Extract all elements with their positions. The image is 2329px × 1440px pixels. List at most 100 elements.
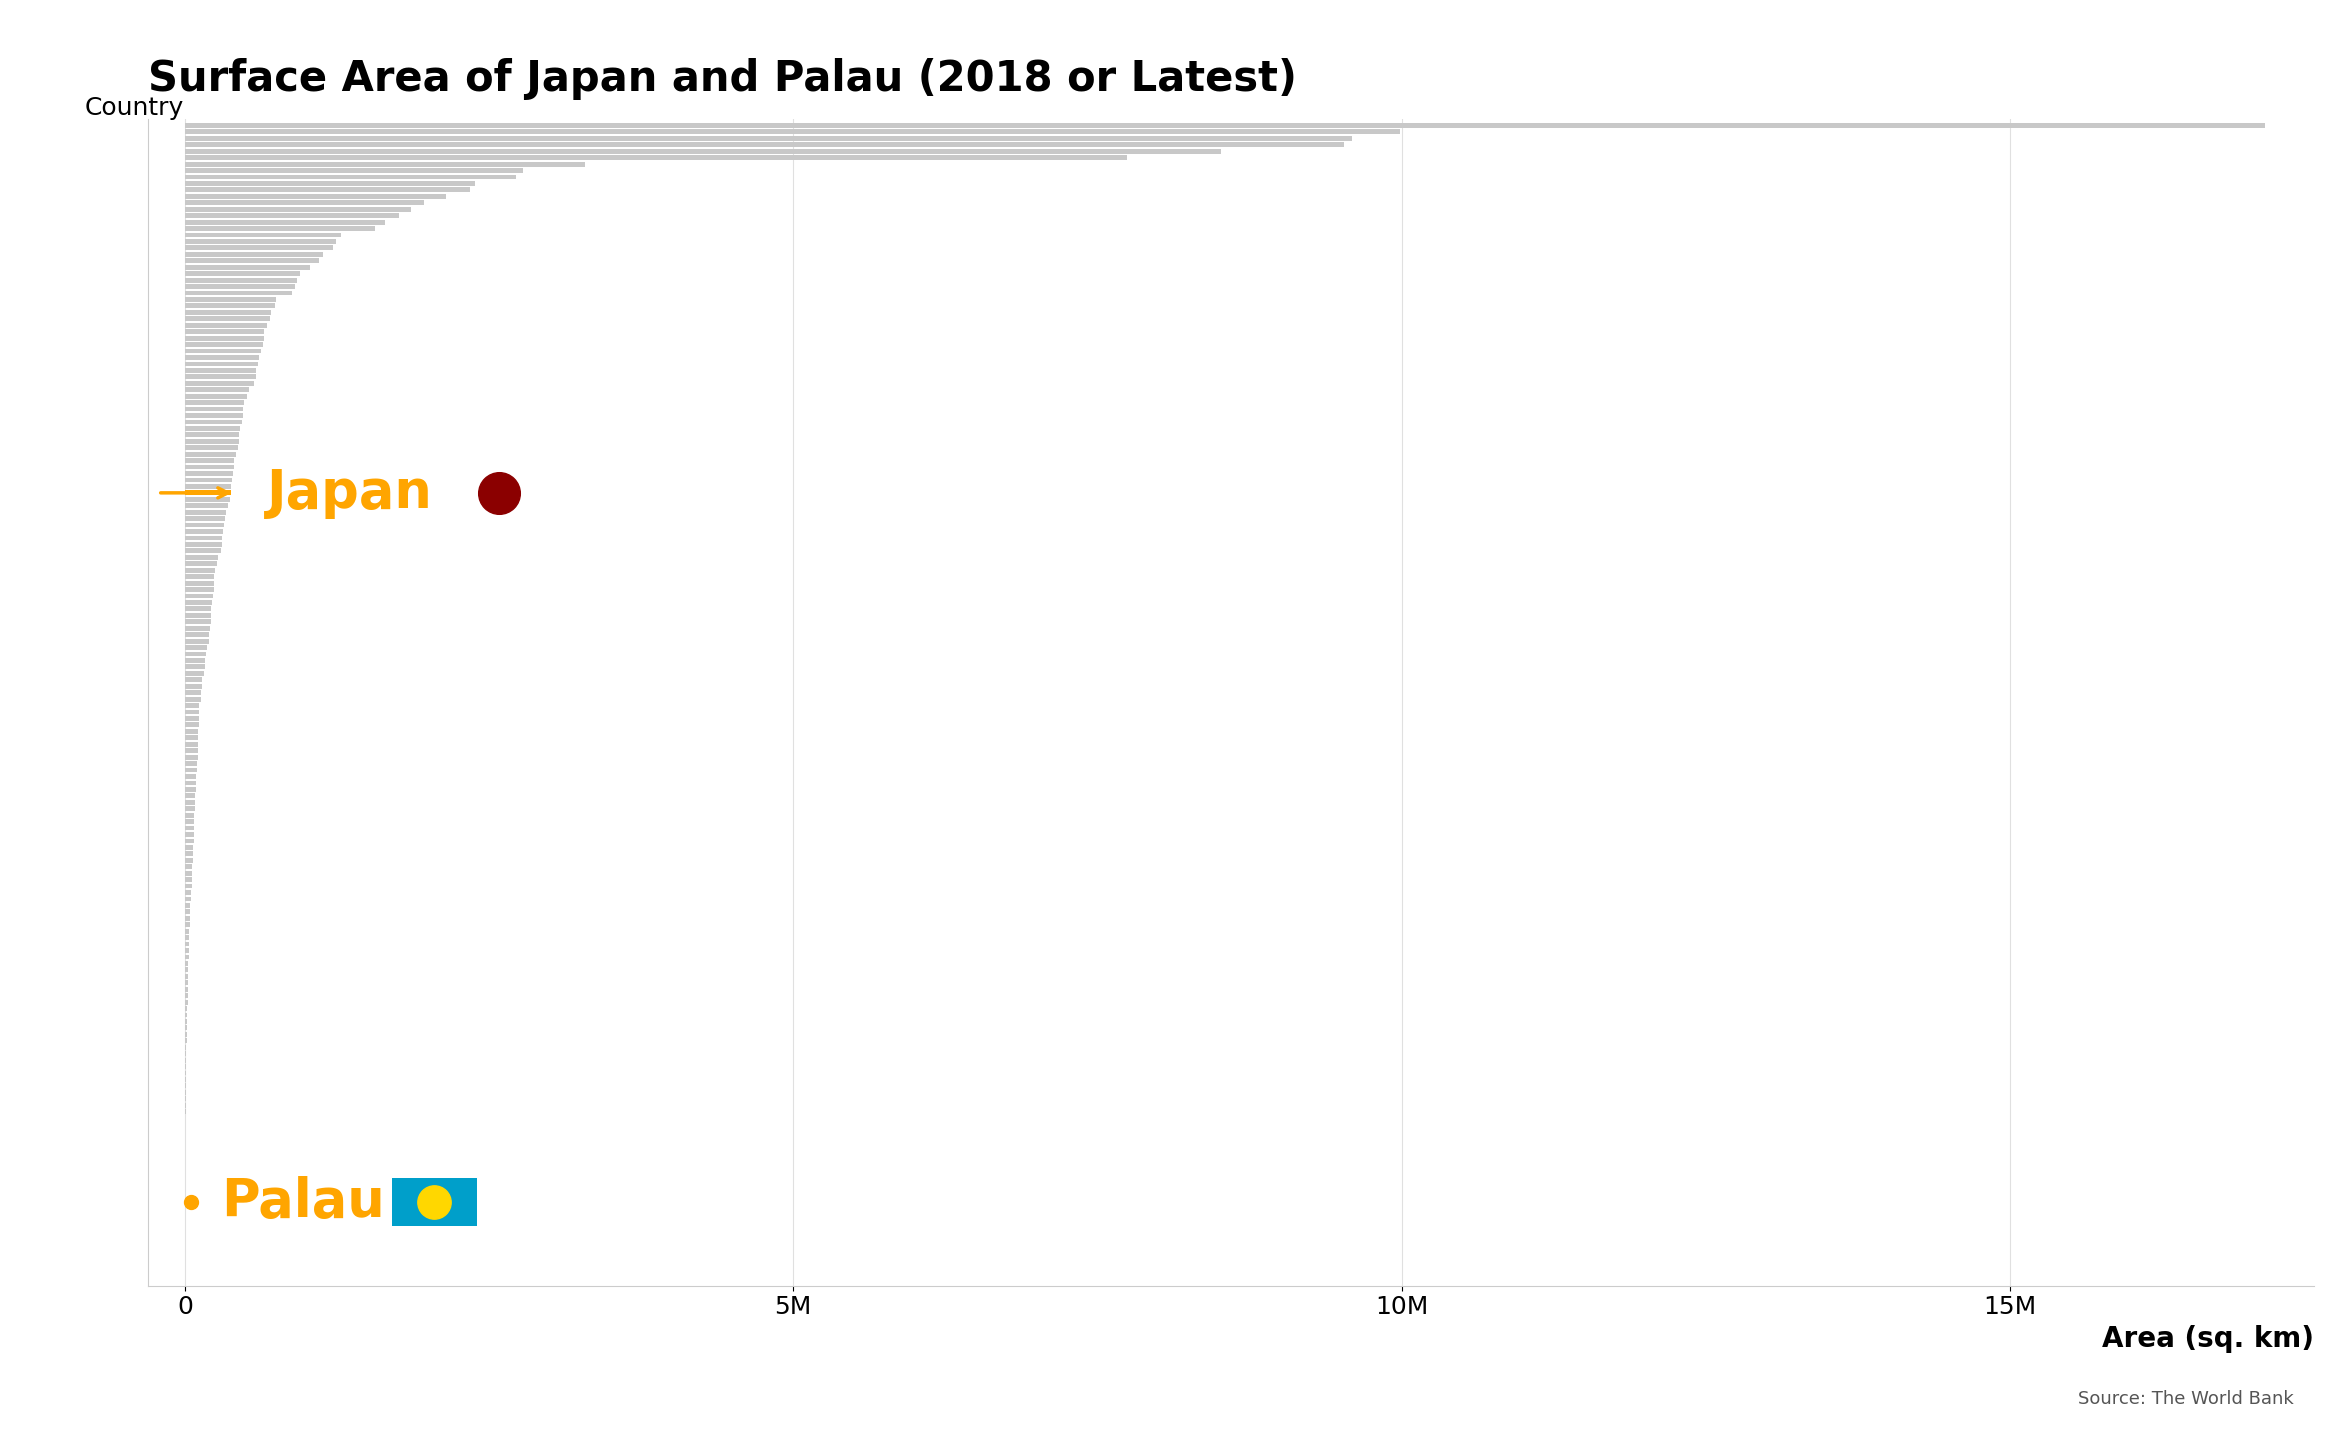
Bar: [184, 297, 277, 302]
Bar: [184, 968, 189, 972]
Bar: [184, 703, 200, 708]
Bar: [184, 432, 240, 438]
Bar: [184, 194, 447, 199]
Bar: [184, 510, 226, 514]
Bar: [184, 400, 245, 405]
Bar: [184, 413, 242, 418]
Bar: [184, 955, 189, 959]
Bar: [184, 207, 412, 212]
Bar: [184, 619, 210, 624]
Bar: [184, 645, 207, 649]
Bar: [184, 284, 296, 289]
Bar: [184, 380, 254, 386]
Bar: [184, 690, 200, 696]
Bar: [184, 858, 193, 863]
Bar: [391, 1178, 477, 1225]
Bar: [184, 632, 210, 636]
Bar: [184, 528, 224, 534]
Bar: [184, 562, 217, 566]
Bar: [184, 935, 189, 940]
Bar: [184, 356, 259, 360]
Bar: [184, 580, 214, 586]
Bar: [184, 664, 205, 670]
Bar: [184, 812, 196, 818]
Bar: [184, 497, 231, 501]
Bar: [184, 658, 205, 662]
Bar: [184, 465, 233, 469]
Bar: [184, 986, 189, 992]
Bar: [184, 994, 189, 998]
Bar: [184, 478, 233, 482]
Bar: [184, 736, 198, 740]
Bar: [184, 143, 1344, 147]
Bar: [184, 845, 193, 850]
Bar: [184, 684, 203, 688]
Bar: [184, 452, 238, 456]
Bar: [184, 387, 249, 392]
Bar: [184, 671, 205, 675]
Bar: [184, 819, 193, 824]
Bar: [184, 426, 240, 431]
Bar: [184, 419, 242, 425]
Bar: [184, 762, 198, 766]
Bar: [184, 148, 1220, 154]
Bar: [184, 864, 193, 870]
Y-axis label: Country: Country: [84, 95, 184, 120]
Bar: [184, 304, 275, 308]
Bar: [184, 786, 196, 792]
Bar: [184, 877, 191, 883]
Bar: [184, 948, 189, 953]
X-axis label: Area (sq. km): Area (sq. km): [2103, 1325, 2315, 1354]
Text: Source: The World Bank: Source: The World Bank: [2077, 1391, 2294, 1408]
Bar: [184, 393, 247, 399]
Bar: [184, 330, 263, 334]
Bar: [184, 973, 189, 979]
Bar: [184, 122, 2266, 128]
Bar: [184, 317, 270, 321]
Bar: [184, 838, 193, 844]
Bar: [184, 291, 291, 295]
Bar: [184, 697, 200, 701]
Bar: [184, 168, 524, 173]
Bar: [184, 716, 198, 721]
Bar: [184, 942, 189, 946]
Bar: [184, 348, 261, 353]
Bar: [184, 923, 189, 927]
Bar: [184, 226, 375, 230]
Bar: [184, 884, 191, 888]
Bar: [184, 780, 196, 785]
Bar: [184, 187, 470, 193]
Bar: [184, 806, 196, 811]
Bar: [184, 613, 212, 618]
Bar: [184, 536, 221, 540]
Bar: [184, 1007, 186, 1011]
Bar: [184, 593, 212, 599]
Bar: [184, 523, 224, 527]
Bar: [184, 161, 585, 167]
Bar: [184, 651, 207, 657]
Bar: [184, 504, 228, 508]
Bar: [184, 606, 212, 612]
Bar: [184, 742, 198, 747]
Bar: [184, 626, 210, 631]
Bar: [184, 220, 384, 225]
Bar: [184, 851, 193, 857]
Bar: [184, 265, 310, 269]
Bar: [184, 981, 189, 985]
Bar: [184, 575, 214, 579]
Bar: [184, 825, 193, 831]
Bar: [184, 471, 233, 477]
Bar: [184, 374, 256, 379]
Bar: [184, 439, 240, 444]
Bar: [184, 755, 198, 759]
Bar: [184, 799, 196, 805]
Bar: [184, 775, 196, 779]
Bar: [184, 960, 189, 966]
Bar: [184, 910, 191, 914]
Bar: [184, 323, 268, 328]
Bar: [184, 258, 319, 264]
Bar: [184, 639, 210, 644]
Bar: [184, 343, 263, 347]
Bar: [184, 458, 235, 464]
Bar: [184, 156, 1127, 160]
